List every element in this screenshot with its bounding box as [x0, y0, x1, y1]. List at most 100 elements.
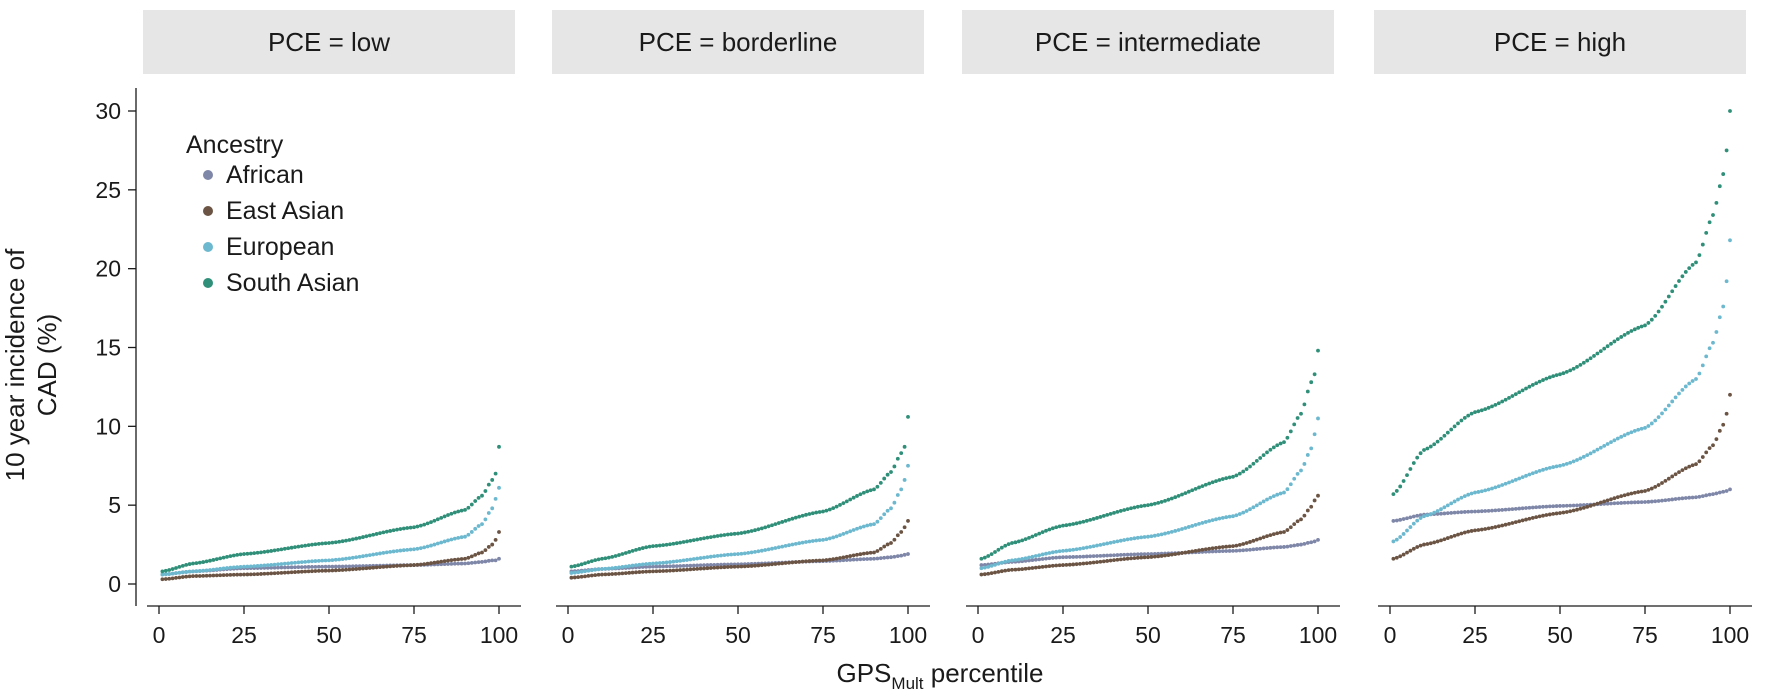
data-point [982, 572, 987, 577]
legend-entry-european: European [203, 233, 334, 261]
data-point [446, 513, 450, 517]
data-point [770, 546, 774, 551]
series-european [160, 485, 501, 577]
data-point [623, 564, 628, 569]
data-point [357, 566, 362, 571]
data-point [1673, 472, 1678, 477]
data-point [1278, 530, 1283, 535]
data-point [902, 525, 907, 530]
data-point [1163, 531, 1167, 536]
data-point [986, 564, 991, 569]
data-point [1241, 542, 1246, 546]
data-point [1646, 499, 1651, 504]
data-point [996, 547, 1001, 552]
data-point [1037, 531, 1042, 536]
data-point [844, 554, 849, 559]
data-point [1537, 505, 1542, 509]
data-point [1251, 505, 1256, 510]
data-point [1282, 545, 1286, 549]
data-point [1687, 464, 1692, 469]
data-point [1456, 497, 1460, 502]
data-point [221, 573, 226, 578]
data-point [725, 565, 730, 569]
data-point [1299, 542, 1303, 547]
data-point [1639, 426, 1644, 431]
data-point [817, 538, 822, 543]
data-point [1234, 473, 1239, 478]
data-point [858, 552, 863, 557]
data-point [1248, 507, 1252, 512]
data-point [1571, 459, 1576, 464]
data-point [1064, 563, 1069, 567]
data-point [1670, 474, 1675, 479]
data-point [1588, 503, 1593, 508]
data-point [456, 509, 461, 514]
data-point [1469, 411, 1474, 416]
data-point [1193, 486, 1198, 491]
data-point [272, 562, 277, 567]
data-point [1312, 539, 1317, 544]
data-point [456, 557, 461, 562]
data-point [1432, 510, 1437, 515]
data-point [469, 561, 474, 565]
data-point [1091, 544, 1096, 549]
data-point [327, 541, 331, 545]
data-point [1609, 341, 1613, 346]
data-point [1452, 533, 1457, 538]
data-point [1275, 531, 1280, 536]
data-point [1500, 483, 1505, 487]
data-point [1418, 513, 1423, 517]
data-point [1248, 540, 1252, 544]
data-point [875, 484, 880, 489]
data-point [1159, 554, 1164, 558]
data-point [1152, 554, 1157, 559]
data-point [1459, 418, 1464, 423]
data-point [685, 558, 689, 562]
data-point [1649, 486, 1654, 491]
data-point [613, 565, 618, 570]
data-point [1244, 548, 1249, 552]
data-point [783, 543, 788, 548]
data-point [225, 573, 229, 577]
data-point [191, 561, 195, 566]
data-point [855, 552, 859, 557]
data-point [344, 564, 348, 569]
data-point [1435, 539, 1440, 544]
data-point [982, 565, 987, 570]
legend-label: South Asian [226, 269, 359, 297]
data-point [238, 552, 243, 557]
data-point [279, 547, 284, 552]
data-point [800, 559, 805, 564]
data-point [279, 565, 284, 570]
data-point [1683, 384, 1688, 389]
data-point [1694, 260, 1698, 265]
data-point [259, 572, 263, 576]
data-point [1588, 356, 1593, 361]
data-point [1186, 525, 1191, 529]
data-point [1711, 340, 1715, 345]
data-point [398, 527, 403, 531]
data-point [1305, 453, 1310, 457]
data-point [1479, 489, 1484, 494]
data-point [1500, 399, 1505, 404]
data-point [1405, 550, 1409, 555]
data-point [1510, 394, 1515, 398]
data-point [1166, 553, 1171, 557]
data-point [834, 534, 839, 539]
data-point [1578, 456, 1583, 461]
data-point [1200, 484, 1205, 488]
data-point [681, 558, 686, 563]
data-point [1275, 443, 1280, 448]
data-point [1524, 506, 1528, 510]
data-point [1466, 509, 1471, 514]
data-point [1078, 561, 1082, 566]
data-point [1690, 463, 1695, 468]
data-point [1254, 458, 1259, 463]
y-axis-title-line-1: 10 year incidence of [0, 248, 30, 481]
data-point [1622, 433, 1627, 438]
data-point [1173, 495, 1178, 500]
data-point [674, 559, 679, 564]
data-point [310, 559, 314, 564]
data-point [1534, 470, 1539, 474]
